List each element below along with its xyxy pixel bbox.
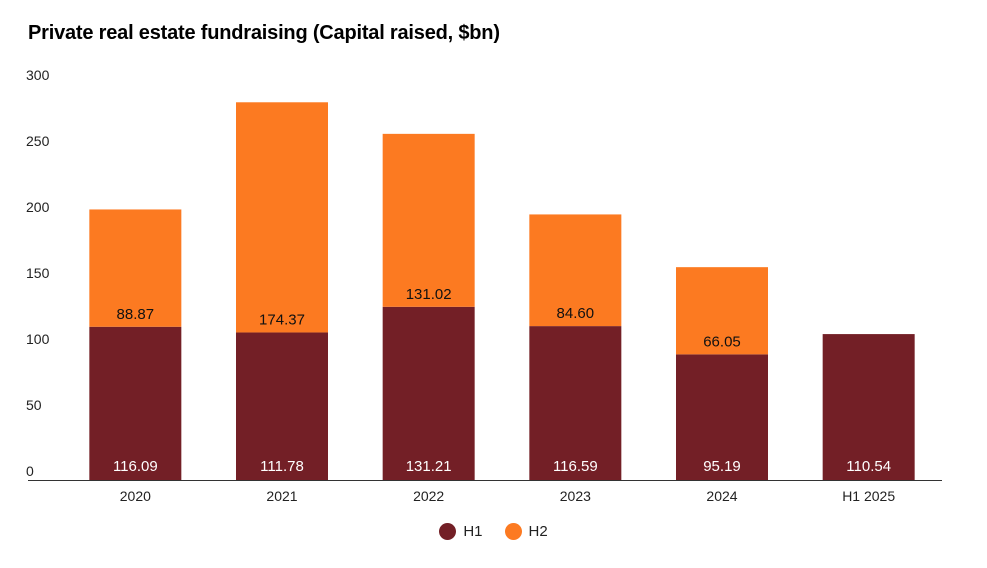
x-tick-label: 2024 [706,488,737,504]
bar-h2 [236,102,328,333]
bar-h2 [529,214,622,327]
data-label-h1: 116.09 [113,458,158,475]
data-label-h1: 116.59 [553,458,598,475]
stacked-bar-chart: 0 50 100 150 200 250 300 116.09 88.87 111.78 174.… [26,67,942,504]
data-label-h1: 111.78 [260,458,304,475]
data-label-h2: 131.02 [406,286,452,303]
legend-swatch-h1 [439,523,457,540]
x-tick-label: 2021 [266,488,297,504]
data-label-h2: 174.37 [259,311,305,328]
legend: H1 H2 [0,523,987,540]
y-tick-label: 150 [26,265,50,281]
bar-h1 [529,326,622,480]
bar-h2 [382,133,475,307]
data-label-h1: 131.21 [406,458,452,475]
bar-h1 [236,332,328,480]
legend-item-h2[interactable]: H2 [504,523,548,540]
y-tick-label: 100 [26,331,50,347]
x-tick-label: 2020 [120,488,151,504]
bar-h1 [676,354,768,480]
y-tick-label: 0 [26,463,34,479]
bar-h1 [89,326,182,480]
data-label-h1: 95.19 [703,458,741,475]
legend-label-h2: H2 [528,523,548,540]
data-label-h2: 84.60 [557,305,595,322]
data-label-h1: 110.54 [846,458,891,475]
chart-title: Private real estate fundraising (Capital… [28,22,500,44]
bar-h2 [89,209,182,327]
legend-item-h1[interactable]: H1 [439,523,483,540]
x-tick-label: 2023 [560,488,591,504]
data-label-h2: 88.87 [117,306,155,323]
bar-h2 [676,267,768,355]
x-tick-label: 2022 [413,488,444,504]
bar-series [89,102,915,480]
legend-label-h1: H1 [463,523,483,540]
y-tick-label: 300 [26,67,50,83]
y-tick-label: 250 [26,133,50,149]
x-axis: 2020 2021 2022 2023 2024 H1 2025 [120,488,896,504]
x-tick-label: H1 2025 [842,488,895,504]
y-axis: 0 50 100 150 200 250 300 [26,67,50,479]
data-label-h2: 66.05 [703,333,741,350]
bar-h1 [382,306,475,480]
legend-swatch-h2 [504,523,522,540]
bar-h1 [822,334,915,480]
y-tick-label: 50 [26,397,42,413]
y-tick-label: 200 [26,199,50,215]
bar-data-labels: 116.09 88.87 111.78 174.37 131.21 131.02 116.5… [113,286,891,475]
